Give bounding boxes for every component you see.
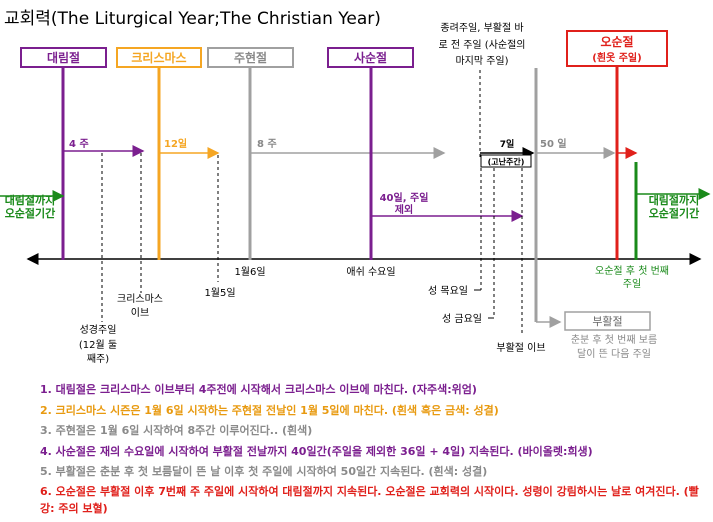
bible-sunday-3: 째주) bbox=[87, 353, 109, 365]
holy-week-sub: (고난주간) bbox=[488, 157, 525, 167]
advent-duration: 4 주 bbox=[69, 138, 89, 150]
bible-sunday-2: (12월 둘 bbox=[79, 339, 117, 351]
lent-label: 사순절 bbox=[354, 50, 387, 65]
right-side-label-1: 대림절까지 bbox=[649, 193, 700, 207]
left-side-label-1: 대림절까지 bbox=[5, 193, 56, 207]
epiphany-label: 주현절 bbox=[234, 50, 267, 65]
right-side-label-2: 오순절기간 bbox=[649, 206, 700, 220]
note-2: 2. 크리스마스 시즌은 1월 6일 시작하는 주현절 전날인 1월 5일에 마… bbox=[40, 403, 499, 417]
pentecost-sub: (흰옷 주일) bbox=[592, 51, 641, 64]
lent-duration-1: 40일, 주일 bbox=[380, 191, 429, 204]
christmas-duration: 12일 bbox=[164, 137, 187, 150]
easter-duration: 50 일 bbox=[540, 137, 567, 150]
jan5-label: 1월5일 bbox=[204, 287, 235, 299]
easter-label: 부활절 bbox=[592, 314, 622, 328]
note-4: 4. 사순절은 재의 수요일에 시작하여 부활절 전날까지 40일간(주일을 제… bbox=[40, 444, 593, 458]
jan6-label: 1월6일 bbox=[234, 266, 265, 278]
notes-list: 1. 대림절은 크리스마스 이브부터 4주전에 시작해서 크리스마스 이브에 마… bbox=[40, 380, 710, 517]
maundy-thursday-label: 성 목요일 bbox=[428, 285, 468, 297]
holy-week-note-1: 종려주일, 부활절 바 bbox=[440, 21, 523, 34]
easter-eve-label: 부활절 이브 bbox=[496, 341, 545, 354]
good-friday-label: 성 금요일 bbox=[442, 313, 482, 325]
note-6: 6. 오순절은 부활절 이후 7번째 주 주일에 시작하여 대림절까지 지속된다… bbox=[40, 484, 699, 515]
advent-label: 대림절 bbox=[47, 51, 80, 65]
pentecost-sunday-2: 주일 bbox=[623, 278, 641, 290]
holy-week-note-2: 로 전 주일 (사순절의 bbox=[438, 38, 525, 51]
epiphany-duration: 8 주 bbox=[257, 138, 277, 150]
christmas-eve-1: 크리스마스 bbox=[117, 293, 163, 305]
easter-definition-2: 달이 뜬 다음 주일 bbox=[577, 348, 651, 360]
note-5: 5. 부활절은 춘분 후 첫 보름달이 뜬 날 이후 첫 주일에 시작하여 50… bbox=[40, 465, 488, 478]
easter-definition-1: 춘분 후 첫 번째 보름 bbox=[571, 334, 657, 346]
easter-box bbox=[564, 311, 651, 331]
bible-sunday-1: 성경주일 bbox=[80, 323, 117, 336]
liturgical-year-diagram: 교회력(The Liturgical Year;The Christian Ye… bbox=[0, 9, 711, 365]
ash-wednesday-label: 애쉬 수요일 bbox=[346, 266, 395, 278]
pentecost-sunday-1: 오순절 후 첫 번째 bbox=[595, 264, 669, 277]
note-1: 1. 대림절은 크리스마스 이브부터 4주전에 시작해서 크리스마스 이브에 마… bbox=[40, 383, 477, 396]
christmas-label: 크리스마스 bbox=[131, 50, 186, 65]
left-side-label-2: 오순절기간 bbox=[5, 206, 56, 220]
pentecost-label: 오순절 bbox=[600, 35, 633, 49]
holy-week-box bbox=[480, 154, 532, 168]
christmas-eve-2: 이브 bbox=[131, 307, 149, 319]
page-title: 교회력(The Liturgical Year;The Christian Ye… bbox=[4, 9, 381, 29]
pentecost-box bbox=[566, 30, 668, 67]
lent-duration-2: 제외 bbox=[395, 203, 413, 216]
note-3: 3. 주현절은 1월 6일 시작하여 8주간 이루어진다.. (흰색) bbox=[40, 424, 313, 437]
holy-week-duration: 7일 bbox=[500, 138, 515, 150]
holy-week-note-3: 마지막 주일) bbox=[455, 55, 508, 67]
